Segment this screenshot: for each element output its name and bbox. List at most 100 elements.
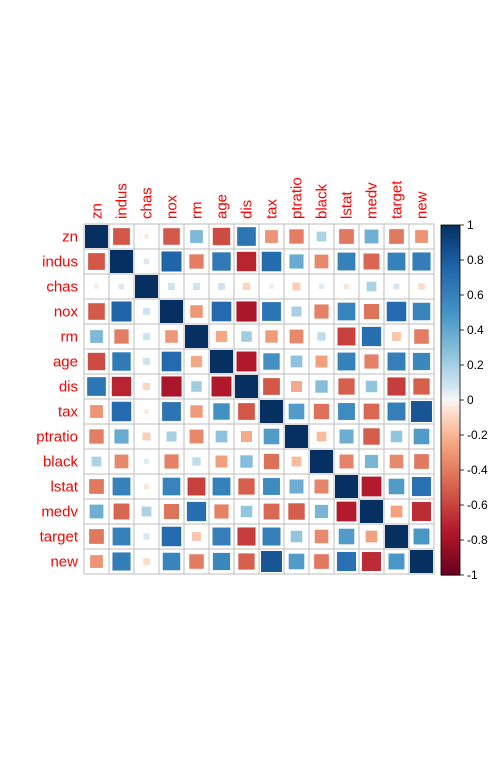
colorbar-segment (441, 457, 460, 461)
colorbar-segment (441, 275, 460, 279)
column-label: rm (189, 202, 206, 220)
heatmap-cell (288, 403, 305, 420)
colorbar-segment (441, 281, 460, 284)
colorbar-segment (441, 412, 460, 415)
heatmap-cell (190, 405, 203, 418)
heatmap-cell (390, 505, 403, 518)
colorbar-segment (441, 491, 460, 494)
heatmap-cell (160, 300, 183, 323)
heatmap-cell (269, 284, 274, 289)
colorbar-segment (441, 408, 460, 412)
heatmap-cell (288, 553, 305, 570)
row-label: nox (54, 304, 79, 321)
heatmap-cell (412, 302, 431, 321)
heatmap-cell (240, 430, 253, 443)
heatmap-cell (337, 327, 356, 346)
heatmap-cell (187, 477, 206, 496)
colorbar-segment (441, 478, 460, 482)
row-label: dis (59, 379, 78, 396)
colorbar-tick-label: -0.6 (467, 498, 488, 512)
colorbar-segment (441, 447, 460, 450)
heatmap-cell (363, 253, 380, 270)
heatmap-cell (385, 525, 408, 548)
heatmap-cell (290, 530, 303, 543)
heatmap-cell (87, 377, 106, 396)
colorbar-segment (441, 310, 460, 314)
colorbar-segment (441, 531, 460, 534)
heatmap-cell (162, 552, 181, 571)
heatmap-cell (213, 403, 230, 420)
colorbar-segment (441, 366, 460, 370)
heatmap-cell (90, 330, 103, 343)
colorbar-segment (441, 373, 460, 377)
heatmap-cell (162, 477, 181, 496)
heatmap-cell (261, 251, 282, 272)
colorbar-segment (441, 380, 460, 384)
colorbar-segment (441, 468, 460, 471)
heatmap-cell (339, 229, 354, 244)
colorbar-segment (441, 375, 460, 378)
heatmap-cell (291, 456, 302, 467)
colorbar-segment (441, 442, 460, 445)
heatmap-cell (387, 377, 406, 396)
heatmap-cell (164, 454, 179, 469)
column-label: black (314, 183, 331, 219)
colorbar-segment (441, 555, 460, 559)
colorbar-segment (441, 492, 460, 496)
heatmap-cell (363, 403, 380, 420)
heatmap-cell (316, 231, 327, 242)
row-label: rm (61, 329, 79, 346)
heatmap-cell (261, 551, 282, 572)
colorbar-segment (441, 291, 460, 294)
colorbar: 1 0.8 0.6 0.4 0.2 0 -0.2 -0.4 -0.6 -0.8 -1 (440, 218, 488, 582)
colorbar-segment (441, 356, 460, 359)
colorbar-segment (441, 323, 460, 326)
colorbar-segment (441, 345, 460, 349)
colorbar-segment (441, 454, 460, 457)
column-label: lstat (339, 191, 356, 219)
heatmap-cell (163, 503, 180, 520)
colorbar-segment (441, 225, 460, 228)
colorbar-segment (441, 344, 460, 347)
colorbar-segment (441, 270, 460, 273)
heatmap-cell (90, 405, 103, 418)
heatmap-cell (237, 527, 256, 546)
heatmap-cell (265, 230, 278, 243)
heatmap-cell (143, 308, 150, 315)
heatmap-cell (113, 503, 130, 520)
row-label: age (53, 354, 78, 371)
colorbar-segment (441, 382, 460, 385)
colorbar-segment (441, 480, 460, 483)
colorbar-segment (441, 267, 460, 270)
colorbar-segment (441, 242, 460, 245)
colorbar-segment (441, 233, 460, 237)
colorbar-segment (441, 433, 460, 436)
heatmap-cell (387, 352, 406, 371)
colorbar-segment (441, 274, 460, 277)
colorbar-segment (441, 557, 460, 560)
colorbar-segment (441, 384, 460, 387)
colorbar-tick-label: 0.6 (467, 288, 484, 302)
colorbar-segment (441, 260, 460, 263)
heatmap-cell (168, 283, 175, 290)
heatmap-cell (238, 553, 255, 570)
heatmap-cell (388, 478, 405, 495)
heatmap-cell (263, 378, 280, 395)
colorbar-segment (441, 263, 460, 266)
heatmap-cell (364, 229, 379, 244)
colorbar-segment (441, 459, 460, 462)
heatmap-cell (240, 455, 253, 468)
heatmap-cell (214, 504, 229, 519)
colorbar-tick-label: 0.2 (467, 358, 484, 372)
heatmap-cell (143, 333, 150, 340)
heatmap-cell (242, 282, 251, 291)
colorbar-segment (441, 282, 460, 286)
heatmap-cell (337, 302, 356, 321)
colorbar-segment (441, 400, 460, 403)
heatmap-cell (143, 358, 150, 365)
colorbar-segment (441, 573, 460, 576)
colorbar-tick-label: -0.4 (467, 463, 488, 477)
heatmap-cell (141, 506, 152, 517)
heatmap-cell (143, 258, 150, 265)
heatmap-cell (412, 502, 431, 521)
